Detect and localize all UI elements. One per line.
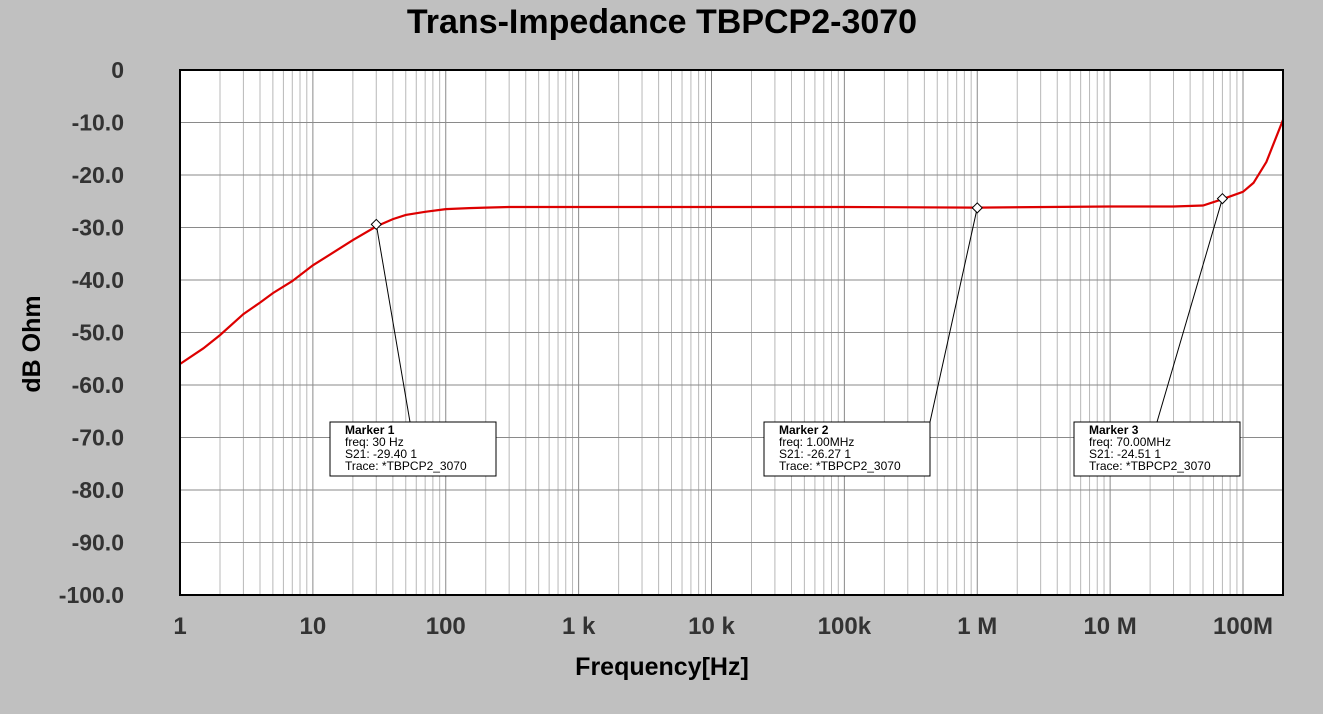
marker-label: Trace: *TBPCP2_3070 (345, 459, 467, 473)
marker-label: S21: -29.40 1 (345, 447, 417, 461)
x-tick-label: 1 (173, 613, 186, 640)
marker-label: freq: 30 Hz (345, 435, 404, 449)
y-tick-label: -100.0 (59, 582, 124, 608)
y-tick-label: -80.0 (72, 477, 124, 503)
chart-title: Trans-Impedance TBPCP2-3070 (407, 3, 917, 41)
x-axis-title: Frequency[Hz] (575, 653, 749, 681)
x-tick-label: 1 k (562, 613, 596, 640)
marker-label: freq: 70.00MHz (1089, 435, 1171, 449)
y-tick-label: 0 (111, 57, 124, 83)
y-tick-label: -30.0 (72, 215, 124, 241)
plot-border (179, 69, 1284, 596)
grid-lines (179, 69, 1283, 596)
y-tick-labels: 0 -10.0 -20.0 -30.0 -40.0 -50.0 -60.0 -70.0 -80.… (59, 57, 124, 608)
x-tick-labels: 1 10 100 1 k 10 k 100k 1 M 10 M 100M (173, 613, 1273, 640)
x-tick-label: 100 (426, 613, 466, 640)
marker-label: S21: -26.27 1 (779, 447, 851, 461)
marker-label: Trace: *TBPCP2_3070 (1089, 459, 1211, 473)
y-tick-label: -10.0 (72, 110, 124, 136)
series-line (179, 119, 1285, 365)
marker-leader-line (1156, 198, 1223, 423)
marker-point (971, 202, 983, 214)
marker-label: Marker 1 (345, 423, 395, 437)
marker-box (329, 421, 497, 477)
marker-box (763, 421, 931, 477)
marker-label: freq: 1.00MHz (779, 435, 854, 449)
y-tick-label: -40.0 (72, 267, 124, 293)
marker-label: Trace: *TBPCP2_3070 (779, 459, 901, 473)
x-tick-label: 100k (818, 613, 872, 640)
y-tick-label: -70.0 (72, 425, 124, 451)
y-tick-label: -60.0 (72, 372, 124, 398)
x-tick-label: 10 M (1083, 613, 1136, 640)
marker-leader-line (929, 207, 978, 423)
series-layer (179, 119, 1285, 365)
marker-label: Marker 2 (779, 423, 829, 437)
x-tick-label: 10 (300, 613, 327, 640)
y-tick-label: -90.0 (72, 530, 124, 556)
x-tick-label: 100M (1213, 613, 1273, 640)
y-tick-label: -50.0 (72, 320, 124, 346)
x-tick-label: 1 M (957, 613, 997, 640)
x-tick-label: 10 k (688, 613, 735, 640)
y-axis-title: dB Ohm (18, 295, 46, 392)
marker-label: Marker 3 (1089, 423, 1139, 437)
marker-leader-line (375, 224, 411, 423)
marker-label: S21: -24.51 1 (1089, 447, 1161, 461)
marker-point (1216, 193, 1229, 205)
y-tick-label: -20.0 (72, 162, 124, 188)
marker-point (370, 218, 382, 231)
marker-box (1073, 421, 1241, 477)
